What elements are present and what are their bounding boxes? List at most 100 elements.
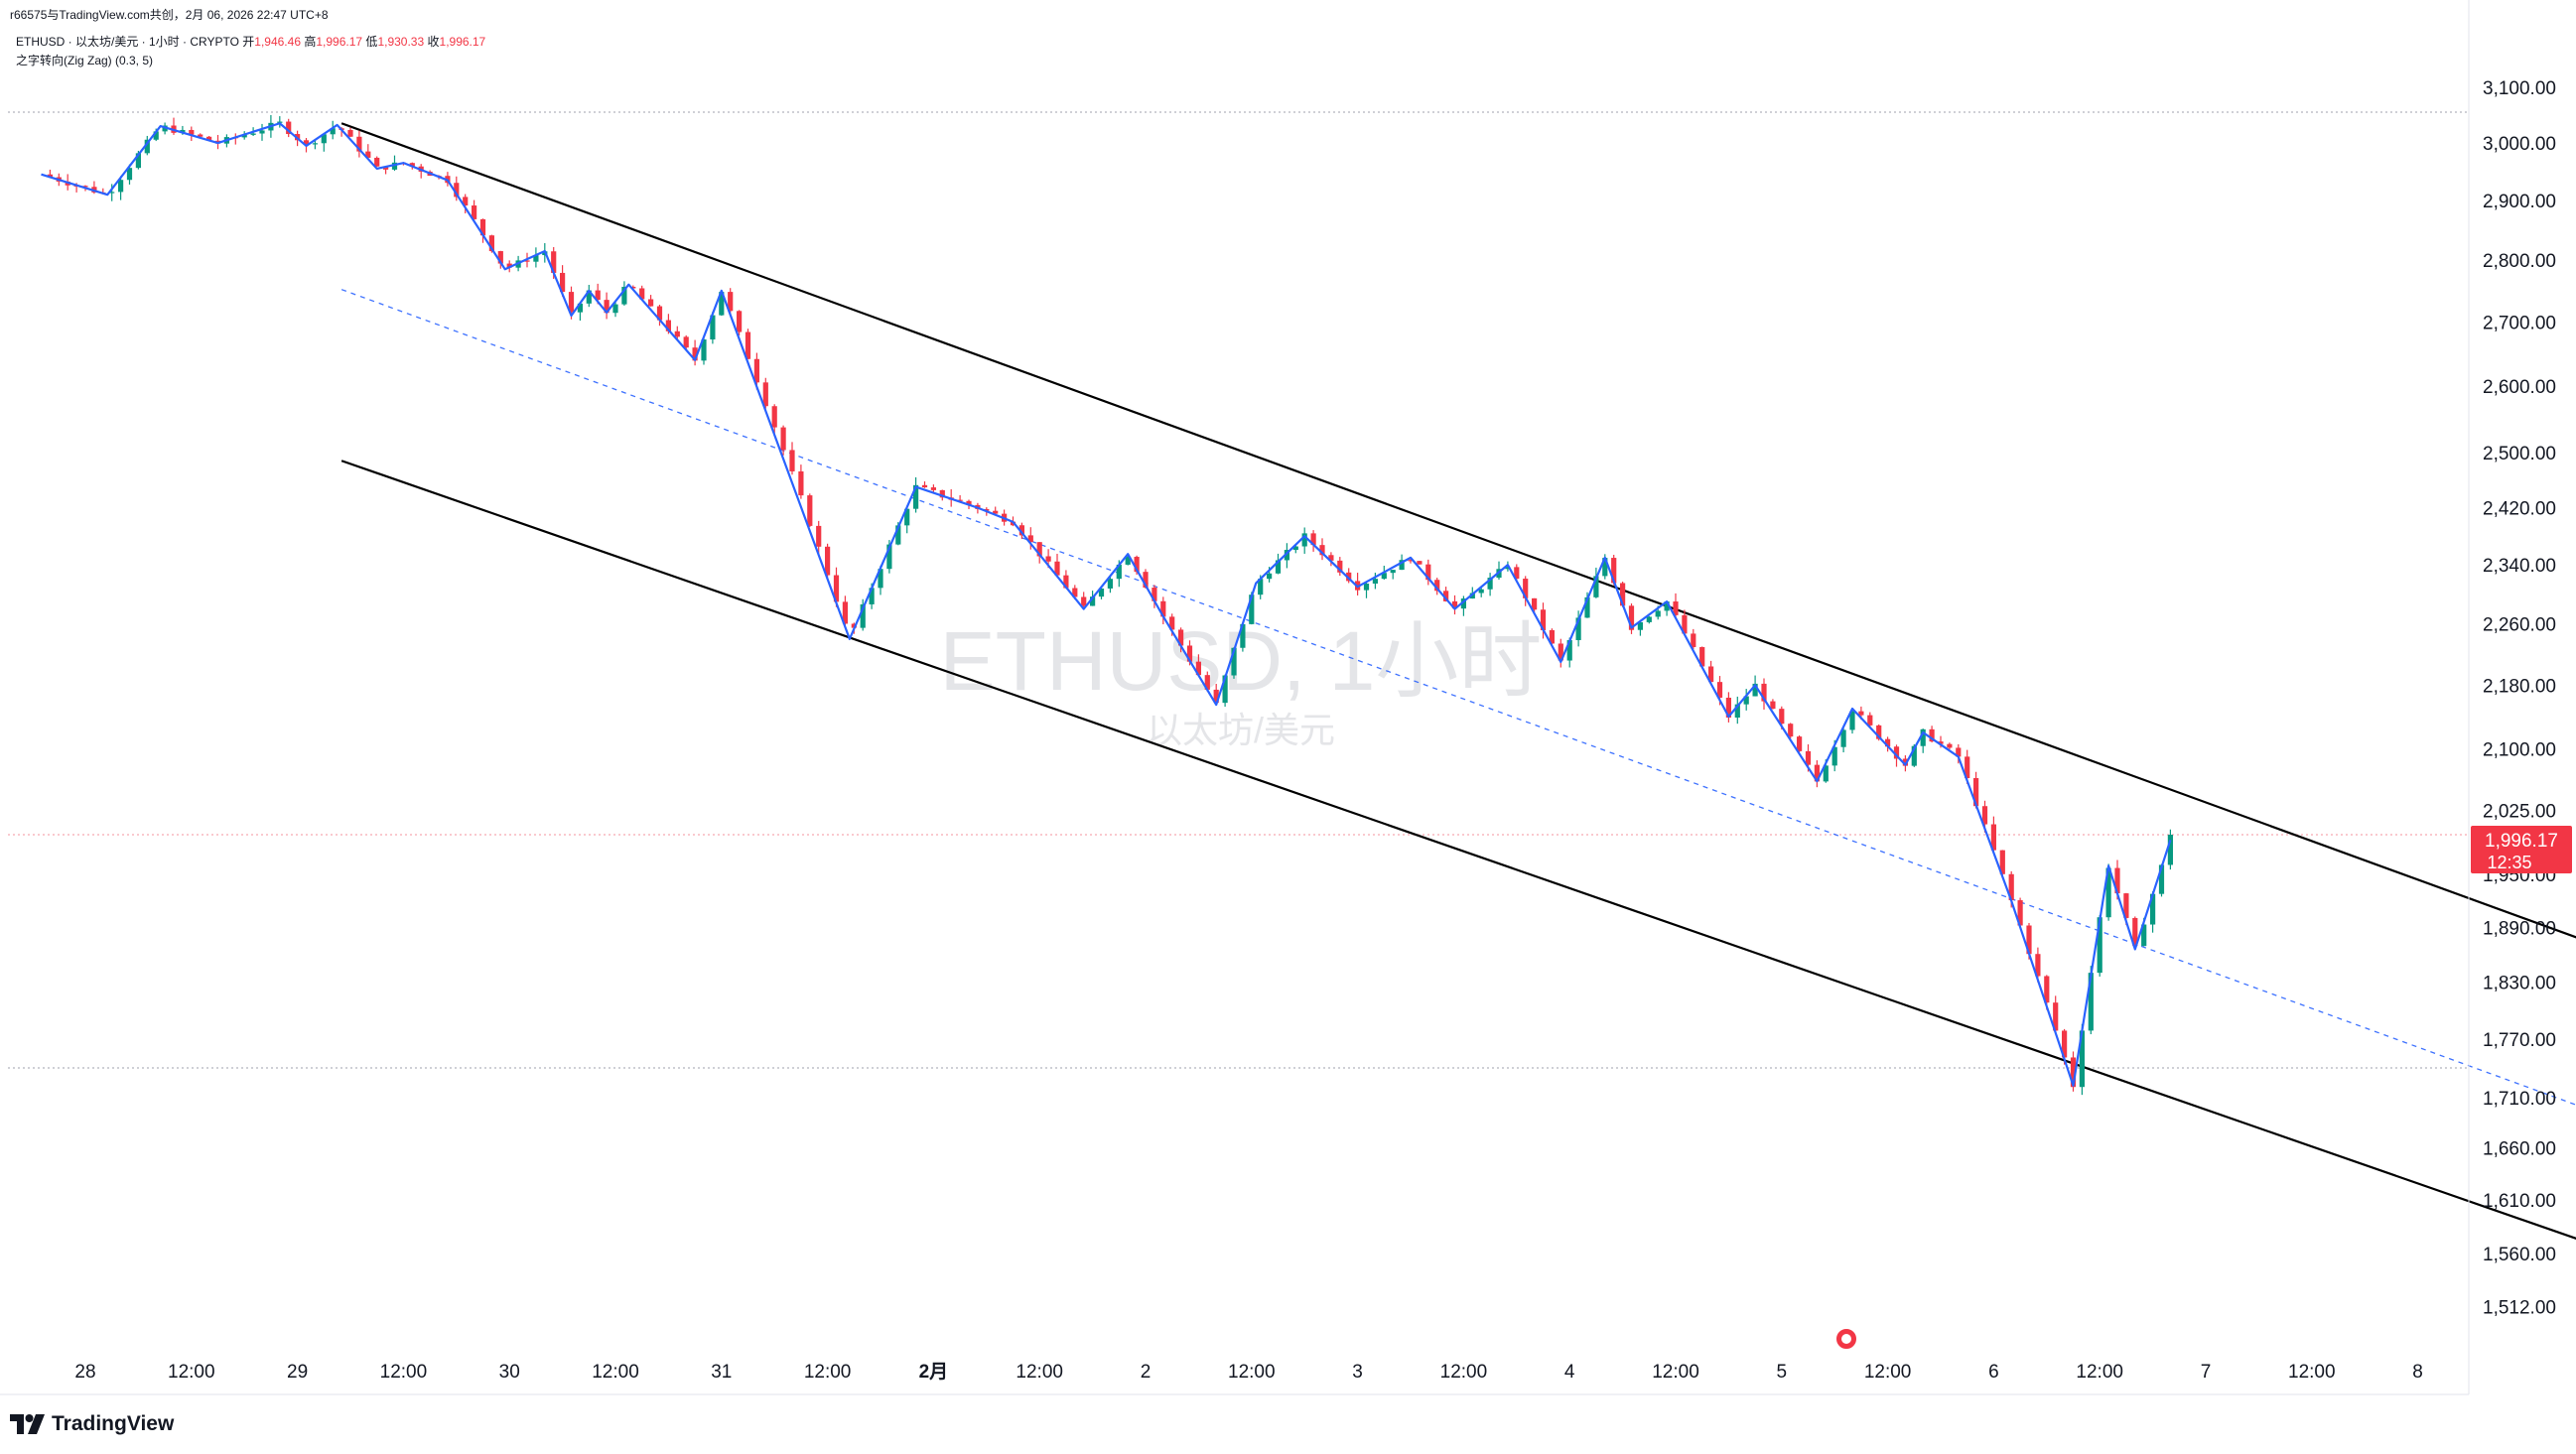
candle-body [1054,561,1060,576]
candle-body [869,588,875,604]
time-axis-label: 12:00 [804,1362,852,1383]
candle-body [842,601,848,624]
candle-body [1222,675,1228,704]
candle-body [1152,588,1157,601]
candle-body [1284,550,1289,561]
high-label: 高 [304,35,317,49]
candle-body [621,286,627,305]
candle-body [1584,596,1590,618]
candle-body [1691,633,1696,648]
candle-body [241,134,247,138]
candle-body [771,406,777,428]
candle-body [2105,867,2111,918]
open-label: 开 [242,35,255,49]
candle-body [939,489,945,498]
event-flag-icon[interactable] [1834,1327,1858,1351]
candle-body [2044,976,2050,1003]
candle-body [683,336,689,348]
candle-body [560,272,566,293]
candle-body [1566,639,1572,661]
candle-body [1716,682,1723,698]
time-axis-label: 2月 [919,1362,949,1383]
regression-channel[interactable] [340,122,2576,1306]
candle-body [1620,583,1626,606]
candle-body [1867,715,1873,726]
zigzag-indicator[interactable] [41,122,2172,1087]
candle-body [1981,806,1988,825]
candle-body [1231,647,1237,676]
candle-body [126,168,133,181]
indicator-legend-row[interactable]: 之字转向(Zig Zag) (0.3, 5) [16,54,154,67]
time-axis[interactable]: 28 12:00 29 12:00 30 12:00 31 12:00 2月 12:00 2 12:0… [74,1362,2422,1383]
candle-body [1523,579,1529,598]
price-axis-label: 1,560.00 [2483,1245,2556,1265]
candle-body [1143,572,1149,589]
candle-body [984,508,990,511]
candle-body [745,331,751,359]
candle-body [1081,596,1087,606]
candle-body [1408,560,1414,562]
candle-body [1575,617,1581,640]
candle-body [2079,1030,2085,1088]
price-axis[interactable]: 3,100.00 3,000.00 2,900.00 2,800.00 2,700.00… [2483,78,2556,1318]
candle-body [1699,647,1705,667]
candle-body [1018,525,1024,536]
price-axis-label: 2,500.00 [2483,444,2556,464]
candle-body [1072,588,1078,597]
candle-body [878,569,883,589]
candle-body [330,128,336,135]
candle-body [1549,629,1555,644]
candle-body [1990,824,1996,851]
price-axis-label: 2,025.00 [2483,801,2556,822]
symbol-legend-row[interactable]: ETHUSD · 以太坊/美元 · 1小时 · CRYPTO 开1,946.46… [16,33,485,52]
candle-body [1505,567,1511,570]
price-axis-label: 1,830.00 [2483,974,2556,994]
candle-body [913,484,919,509]
candle-body [2141,924,2147,947]
time-axis-label: 28 [74,1362,95,1383]
candle-body [1390,570,1396,574]
candle-body [1743,696,1749,705]
candle-body [1045,556,1051,562]
price-axis-label: 2,800.00 [2483,251,2556,272]
candle-body [1443,591,1449,601]
candle-body [1849,711,1855,730]
candle-body [895,525,901,545]
price-axis-label: 1,770.00 [2483,1030,2556,1051]
candle-body [1947,743,1953,748]
candle-body [259,130,265,134]
candle-body [904,508,910,526]
candle-body [1107,579,1113,589]
candle-body [2008,873,2014,901]
candle-body [1240,623,1246,648]
candle-body [347,129,353,137]
candle-body [1920,728,1926,746]
time-axis-label: 31 [711,1362,732,1383]
candle-body [1098,588,1105,597]
candle-body [135,153,141,169]
candle-body [1902,758,1908,766]
candle-body [612,304,618,314]
candle-body [639,288,645,300]
candle-body [1752,683,1758,697]
candle-body [1558,643,1563,661]
candle-body [701,339,707,361]
candle-body [1734,704,1740,718]
candle-body [1160,600,1166,617]
open-value: 1,946.46 [254,35,301,49]
candle-body [1929,728,1935,742]
last-price-tag-bg [2471,826,2572,873]
tradingview-logo[interactable]: TradingView [10,1411,174,1437]
candle-body [1646,616,1652,622]
candle-body [1301,533,1307,547]
candle-body [993,510,999,514]
candle-body [1372,579,1378,585]
candle-body [47,174,53,178]
candle-body [488,235,494,252]
candle-body [1708,666,1714,683]
candle-body [1682,614,1688,634]
candle-body [1628,605,1635,630]
price-axis-label: 2,180.00 [2483,676,2556,697]
candle-body [1258,579,1264,595]
